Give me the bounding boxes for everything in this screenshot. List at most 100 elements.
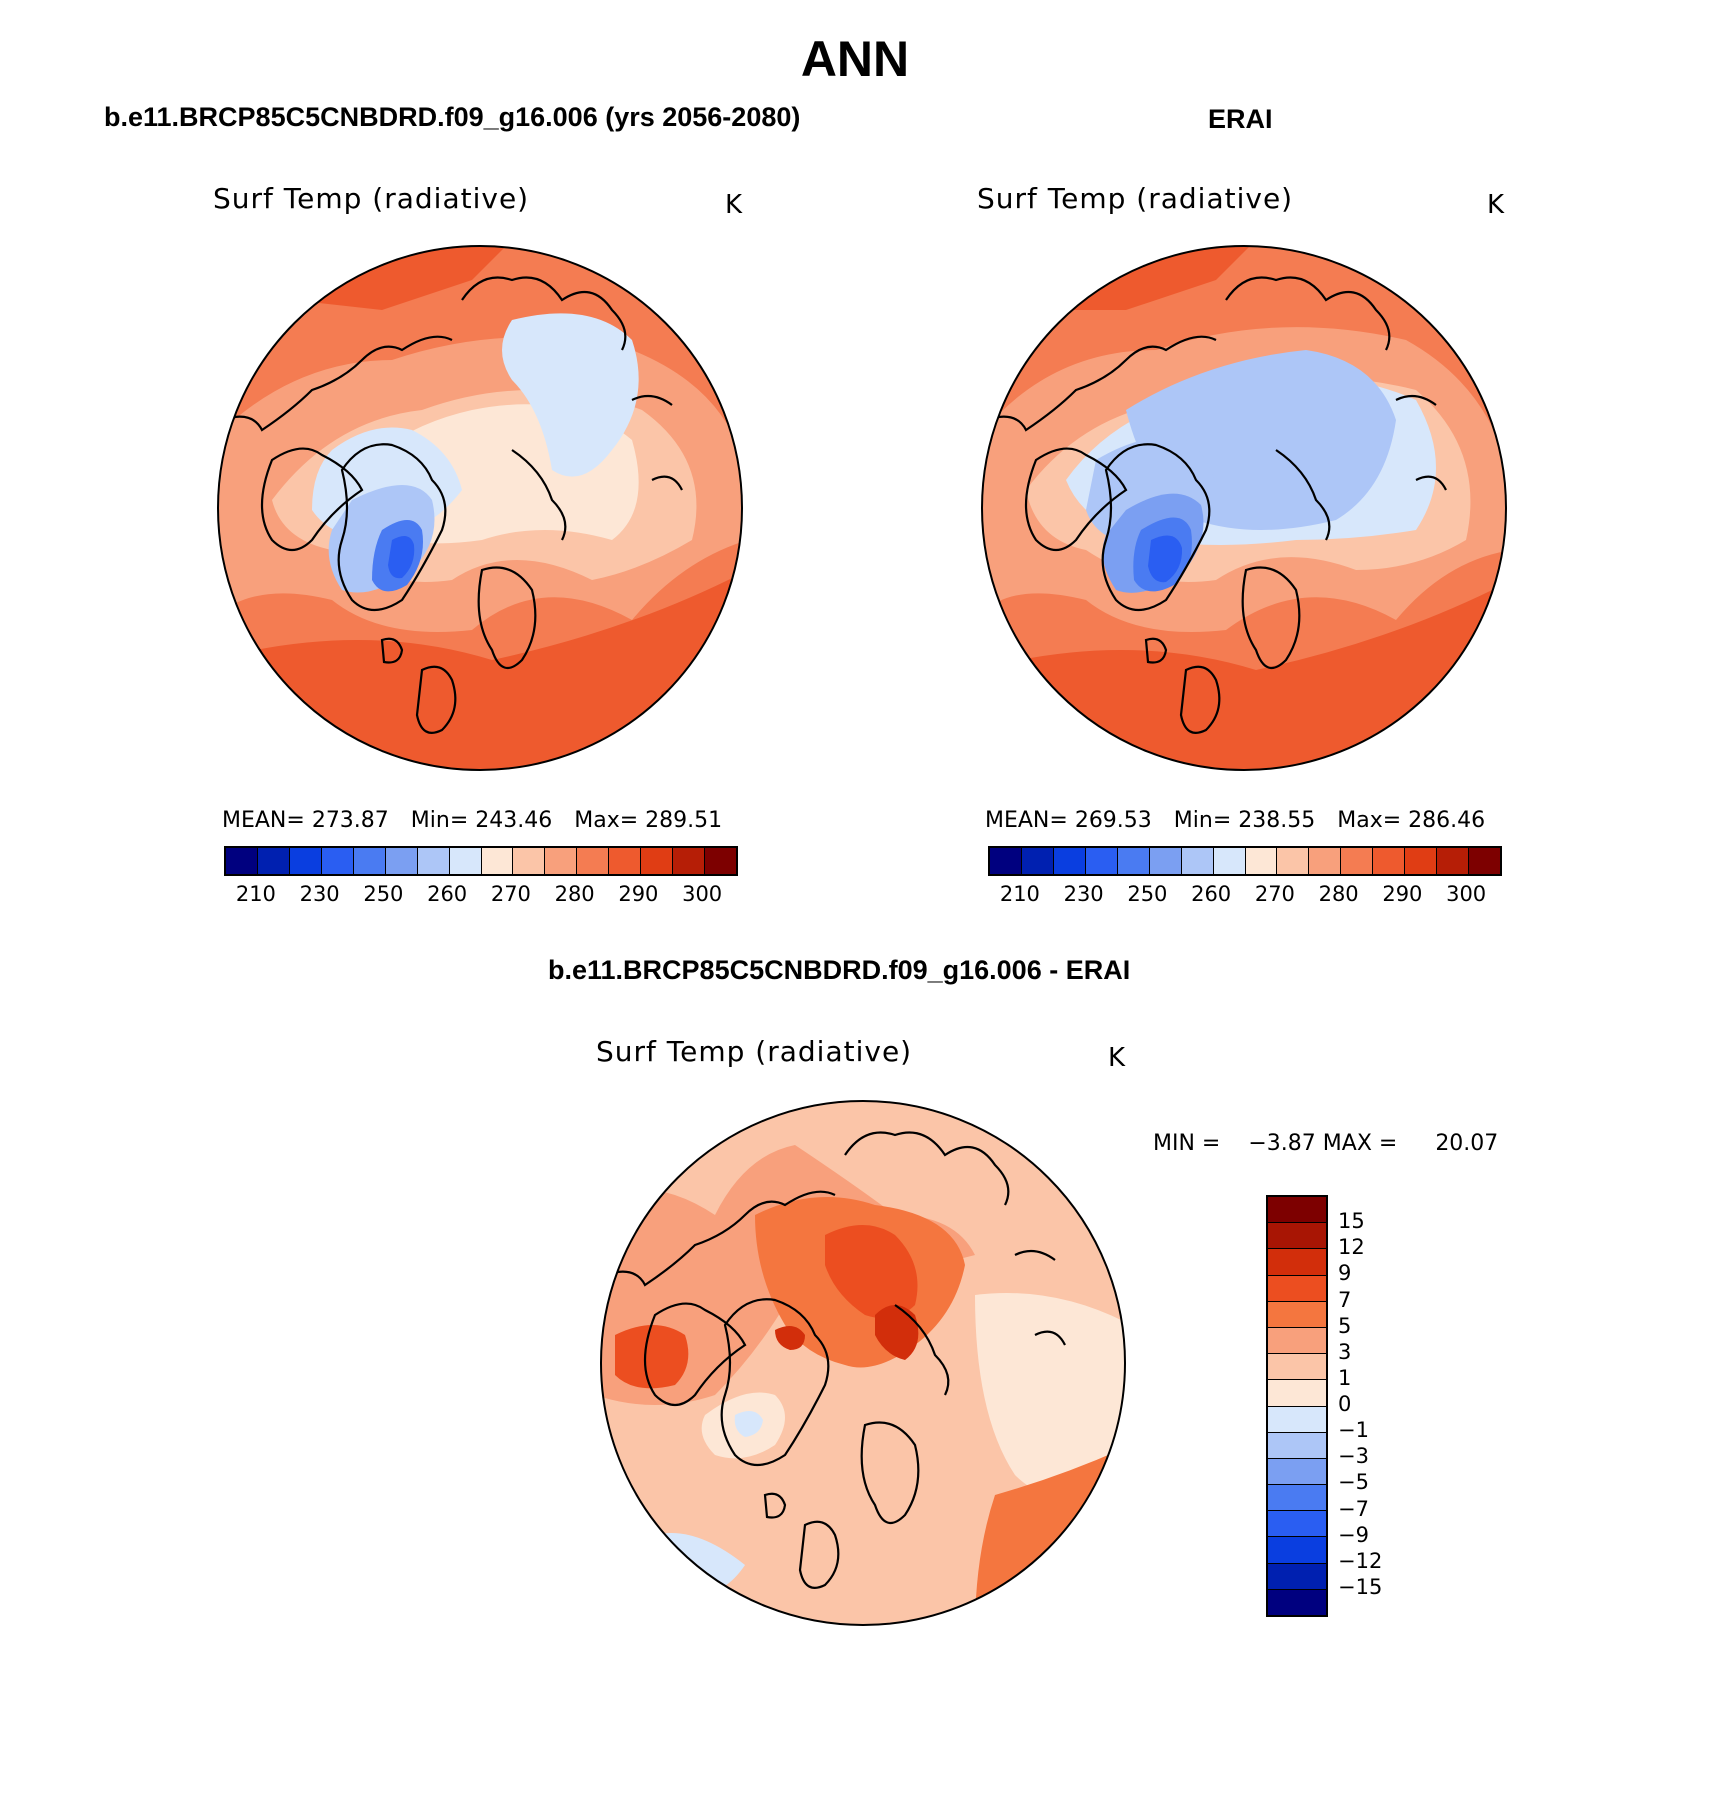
colorbar-tick-label: 3 bbox=[1338, 1339, 1352, 1364]
colorbar-swatch bbox=[1085, 848, 1118, 874]
units-label-model: K bbox=[725, 190, 743, 220]
colorbar-swatch bbox=[1277, 848, 1310, 874]
stats-model: MEAN= 273.87 Min= 243.46 Max= 289.51 bbox=[222, 808, 744, 833]
colorbar-swatch bbox=[1268, 1563, 1326, 1590]
colorbar-tick-label: 280 bbox=[554, 882, 595, 906]
colorbar-swatch bbox=[1309, 848, 1342, 874]
colorbar-tick-label: 0 bbox=[1338, 1392, 1352, 1416]
colorbar-tick-label: 250 bbox=[1127, 882, 1168, 906]
stats-max-model: Max= 289.51 bbox=[574, 808, 723, 833]
colorbar-swatch bbox=[481, 848, 514, 874]
colorbar-swatch bbox=[1021, 848, 1054, 874]
colorbar-tick-label: −12 bbox=[1338, 1548, 1383, 1573]
colorbar-tick-label: 12 bbox=[1338, 1235, 1365, 1260]
colorbar-tick-label: 260 bbox=[427, 882, 468, 906]
colorbar-swatch bbox=[513, 848, 546, 874]
colorbar-diff bbox=[1266, 1195, 1328, 1617]
colorbar-tick-label: 270 bbox=[490, 882, 531, 906]
colorbar-tick-label: 270 bbox=[1254, 882, 1295, 906]
colorbar-tick-label: 9 bbox=[1338, 1261, 1352, 1286]
variable-label-obs: Surf Temp (radiative) bbox=[977, 182, 1294, 215]
colorbar-swatch bbox=[1268, 1249, 1326, 1276]
colorbar-tick-label: 1 bbox=[1338, 1365, 1352, 1390]
polar-map-obs bbox=[981, 245, 1507, 771]
diff-max-label: MAX = bbox=[1322, 1131, 1398, 1156]
colorbar-swatch bbox=[641, 848, 674, 874]
colorbar-swatch bbox=[1268, 1458, 1326, 1486]
colorbar-swatch bbox=[577, 848, 610, 874]
colorbar-swatch bbox=[990, 848, 1022, 874]
colorbar-swatch bbox=[609, 848, 642, 874]
polar-map-diff bbox=[600, 1100, 1126, 1626]
colorbar-tick-label: 210 bbox=[999, 882, 1040, 906]
diff-min-value: −3.87 bbox=[1248, 1131, 1316, 1156]
colorbar-swatch bbox=[353, 848, 386, 874]
colorbar-swatch bbox=[1373, 848, 1406, 874]
colorbar-tick-label: 210 bbox=[235, 882, 276, 906]
units-label-diff: K bbox=[1108, 1043, 1126, 1073]
colorbar-swatch bbox=[1245, 848, 1278, 874]
colorbar-ticks-diff: 15 12 9 7 5 3 1 0 −1 −3 −5 −7 −9 −12 −15 bbox=[1338, 1195, 1418, 1613]
colorbar-tick-label: 230 bbox=[299, 882, 340, 906]
colorbar-swatch bbox=[1268, 1327, 1326, 1355]
colorbar-tick-label: −9 bbox=[1338, 1522, 1369, 1547]
colorbar-swatch bbox=[1117, 848, 1150, 874]
panel-title-model: b.e11.BRCP85C5CNBDRD.f09_g16.006 (yrs 20… bbox=[104, 102, 801, 132]
colorbar-tick-label: 290 bbox=[1382, 882, 1423, 906]
units-label-obs: K bbox=[1487, 190, 1505, 220]
colorbar-model bbox=[224, 846, 738, 876]
colorbar-swatch bbox=[1437, 848, 1470, 874]
stats-min-model: Min= 243.46 bbox=[410, 808, 553, 833]
colorbar-tick-label: 230 bbox=[1063, 882, 1104, 906]
colorbar-tick-label: 290 bbox=[618, 882, 659, 906]
figure-title: ANN bbox=[800, 31, 910, 87]
colorbar-swatch bbox=[545, 848, 578, 874]
colorbar-swatch bbox=[1341, 848, 1374, 874]
variable-label-model: Surf Temp (radiative) bbox=[213, 182, 530, 215]
colorbar-tick-label: −3 bbox=[1338, 1444, 1369, 1469]
colorbar-swatch bbox=[705, 848, 736, 874]
colorbar-swatch bbox=[1268, 1511, 1326, 1538]
colorbar-swatch bbox=[1268, 1223, 1326, 1250]
colorbar-swatch bbox=[1149, 848, 1182, 874]
colorbar-tick-label: −15 bbox=[1338, 1574, 1383, 1599]
colorbar-swatch bbox=[226, 848, 258, 874]
diff-min-label: MIN = bbox=[1153, 1131, 1221, 1156]
colorbar-obs bbox=[988, 846, 1502, 876]
colorbar-tick-label: 5 bbox=[1338, 1313, 1352, 1338]
colorbar-tick-label: 260 bbox=[1191, 882, 1232, 906]
stats-max-obs: Max= 286.46 bbox=[1337, 808, 1486, 833]
diff-minmax: MIN = −3.87 MAX = 20.07 bbox=[1153, 1131, 1498, 1156]
colorbar-swatch bbox=[321, 848, 354, 874]
colorbar-tick-label: 7 bbox=[1338, 1287, 1352, 1312]
colorbar-swatch bbox=[1268, 1275, 1326, 1302]
colorbar-tick-label: −7 bbox=[1338, 1496, 1369, 1521]
colorbar-swatch bbox=[1268, 1197, 1326, 1224]
stats-obs: MEAN= 269.53 Min= 238.55 Max= 286.46 bbox=[985, 808, 1507, 833]
colorbar-swatch bbox=[289, 848, 322, 874]
colorbar-swatch bbox=[1053, 848, 1086, 874]
stats-min-obs: Min= 238.55 bbox=[1173, 808, 1316, 833]
colorbar-swatch bbox=[1405, 848, 1438, 874]
colorbar-ticks-model: 210 230 250 260 270 280 290 300 bbox=[224, 882, 734, 908]
stats-mean-obs: MEAN= 269.53 bbox=[985, 808, 1152, 833]
colorbar-swatch bbox=[385, 848, 418, 874]
colorbar-tick-label: 300 bbox=[1446, 882, 1487, 906]
colorbar-swatch bbox=[1469, 848, 1500, 874]
colorbar-swatch bbox=[1268, 1354, 1326, 1381]
colorbar-swatch bbox=[1268, 1432, 1326, 1459]
colorbar-tick-label: 300 bbox=[682, 882, 723, 906]
colorbar-tick-label: −5 bbox=[1338, 1470, 1369, 1495]
colorbar-swatch bbox=[1268, 1485, 1326, 1512]
colorbar-swatch bbox=[257, 848, 290, 874]
variable-label-diff: Surf Temp (radiative) bbox=[596, 1035, 913, 1068]
colorbar-swatch bbox=[673, 848, 706, 874]
colorbar-tick-label: −1 bbox=[1338, 1418, 1369, 1443]
polar-map-model bbox=[217, 245, 743, 771]
colorbar-ticks-obs: 210 230 250 260 270 280 290 300 bbox=[988, 882, 1498, 908]
colorbar-tick-label: 280 bbox=[1318, 882, 1359, 906]
colorbar-swatch bbox=[1268, 1301, 1326, 1328]
colorbar-swatch bbox=[1268, 1380, 1326, 1407]
colorbar-tick-label: 15 bbox=[1338, 1209, 1365, 1234]
colorbar-tick-label: 250 bbox=[363, 882, 404, 906]
